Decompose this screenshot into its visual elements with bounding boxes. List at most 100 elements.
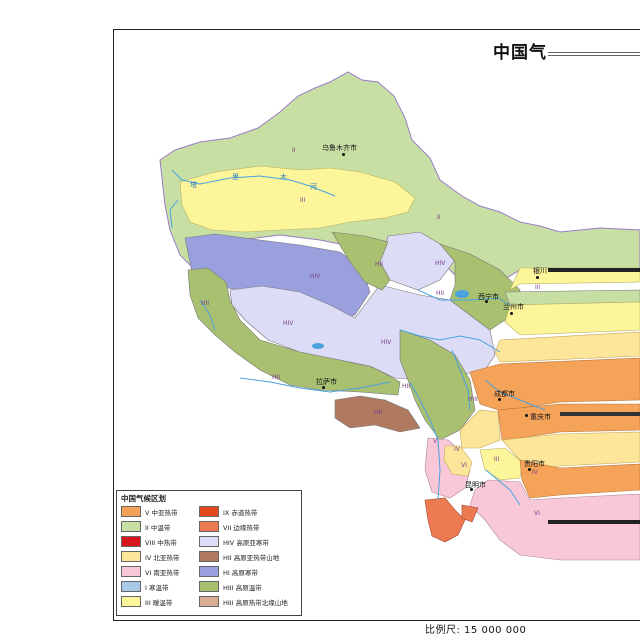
zone-code: HII (375, 261, 384, 268)
legend-swatch (121, 596, 141, 607)
legend-label: HIV 高原亚寒带 (223, 538, 269, 547)
city-label: 贵阳市 (524, 460, 545, 468)
legend-item: VI 南亚热带 (121, 566, 179, 577)
zone-v-east (469, 357, 640, 411)
legend-label: IX 赤道热带 (223, 508, 258, 517)
legend-swatch (199, 551, 219, 562)
legend-label: HI 高原寒带 (223, 568, 258, 577)
legend-swatch (199, 521, 219, 532)
zone-hiii-sichuan (399, 329, 476, 441)
legend-swatch (199, 596, 219, 607)
legend-item: II 中温带 (121, 521, 170, 532)
zone-code: IV (454, 446, 460, 453)
legend-label: II 中温带 (145, 523, 171, 532)
legend-label: VIII 中热带 (145, 538, 177, 547)
legend-item: V 中亚热带 (121, 506, 178, 517)
city-dot (322, 386, 325, 389)
legend-item: HI 高原寒带 (199, 566, 258, 577)
title-rule (548, 52, 640, 56)
zone-ii-east-band (504, 289, 640, 306)
legend-label: I 寒温带 (145, 583, 169, 592)
city-dot (342, 153, 345, 156)
city-label: 银川 (533, 267, 547, 275)
city-label: 成都市 (494, 390, 515, 398)
zone-iv-sichuan (459, 409, 501, 449)
legend-label: IV 北亚热带 (145, 553, 180, 562)
legend-label: V 中亚热带 (145, 508, 178, 517)
legend-swatch (199, 566, 219, 577)
zone-vii-yunnan (424, 497, 466, 543)
legend-item: III 暖温带 (121, 596, 172, 607)
zone-vii-small (461, 504, 479, 523)
zone-code: HIV (283, 320, 294, 327)
zone-code: HII (374, 409, 383, 416)
river-char: 里 (232, 173, 239, 181)
map-scale: 比例尺: 15 000 000 (425, 625, 527, 636)
legend-item: HIII 高原温带 (199, 581, 262, 592)
zone-code: HIV (435, 260, 446, 267)
river-char: 塔 (190, 181, 197, 189)
lake-qinghai (455, 290, 469, 298)
city-dot (536, 276, 539, 279)
zone-code: HII (201, 300, 210, 307)
legend-item: HII 高原亚热带山地 (199, 551, 279, 562)
legend-item: IV 北亚热带 (121, 551, 179, 562)
zone-code: II (292, 147, 296, 154)
legend-label: III 暖温带 (145, 598, 173, 607)
river-char: 河 (310, 183, 317, 191)
zone-code: IV (532, 469, 538, 476)
city-dot (528, 468, 531, 471)
legend-item: I 寒温带 (121, 581, 168, 592)
lake-tibet (312, 343, 324, 349)
zone-code: II (437, 214, 441, 221)
legend-swatch (199, 581, 219, 592)
zone-code: HII (402, 383, 411, 390)
city-dot (498, 398, 501, 401)
map-legend: 中国气候区划 V 中亚热带 II 中温带 VIII 中热带 IV 北亚热带 VI… (116, 490, 302, 616)
legend-item: HIV 高原亚寒带 (199, 536, 269, 547)
zone-hiii-qinghai (331, 231, 391, 291)
legend-item: HIII 高原热带北缘山地 (199, 596, 288, 607)
city-dot (485, 300, 488, 303)
city-label: 西宁市 (478, 293, 499, 301)
zone-code: HIV (310, 273, 321, 280)
legend-item: VII 边缘热带 (199, 521, 259, 532)
city-dot (525, 414, 528, 417)
river-char: 木 (280, 173, 287, 181)
zone-code: HII (436, 290, 445, 297)
city-label: 乌鲁木齐市 (322, 144, 357, 152)
zone-code: III (300, 197, 306, 204)
zone-code: HIV (381, 339, 392, 346)
zone-code: HIII (468, 396, 478, 403)
zone-code: III (535, 284, 541, 291)
river-network (169, 169, 546, 506)
legend-label: VI 南亚热带 (145, 568, 180, 577)
legend-title: 中国气候区划 (121, 494, 166, 503)
legend-swatch (121, 551, 141, 562)
band-line-3 (548, 520, 640, 524)
band-line-1 (548, 268, 640, 272)
legend-swatch (121, 506, 141, 517)
city-dot (470, 488, 473, 491)
zone-iv-east-band (494, 331, 640, 363)
city-label: 重庆市 (530, 413, 551, 421)
zone-code: III (494, 456, 500, 463)
zone-iii-yunnan (479, 447, 523, 481)
zone-code: VI (534, 510, 540, 517)
legend-label: HIII 高原热带北缘山地 (223, 598, 288, 607)
legend-label: HIII 高原温带 (223, 583, 262, 592)
zone-hii-south (334, 395, 421, 433)
legend-swatch (121, 521, 141, 532)
zone-v-guizhou (519, 459, 640, 499)
city-label: 兰州市 (503, 303, 524, 311)
city-dot (510, 312, 513, 315)
legend-swatch (121, 581, 141, 592)
map-title: 中国气 (493, 43, 547, 63)
legend-label: VII 边缘热带 (223, 523, 260, 532)
zone-iii-east-band2 (504, 301, 640, 336)
zone-code: V (433, 438, 438, 445)
zone-hiii-east (439, 243, 521, 331)
legend-label: HII 高原亚热带山地 (223, 553, 280, 562)
legend-swatch (121, 536, 141, 547)
